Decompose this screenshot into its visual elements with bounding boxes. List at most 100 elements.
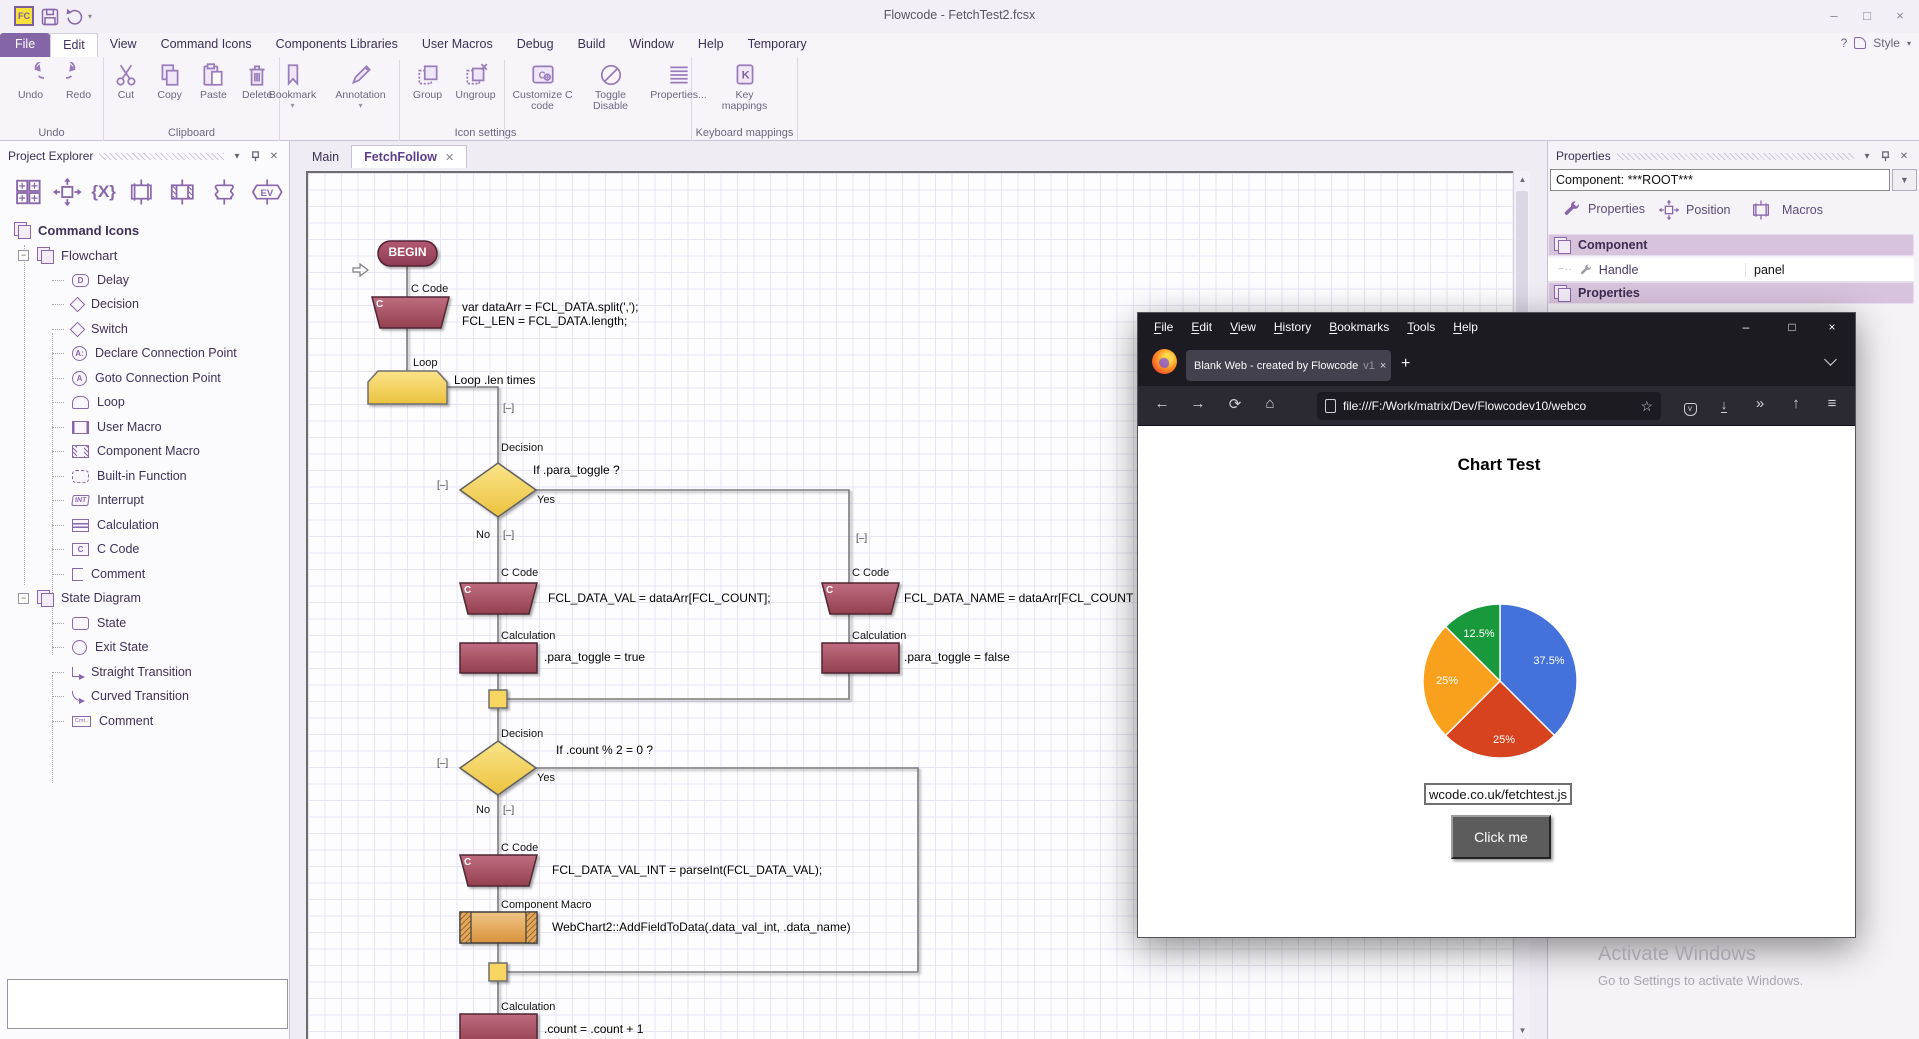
collapse-marker[interactable]: [–] <box>437 758 449 769</box>
tree-item-declare-connection-point[interactable]: A: Declare Connection Point <box>52 342 237 364</box>
click-me-button[interactable]: Click me <box>1451 815 1551 859</box>
collapse-marker[interactable]: [–] <box>503 805 515 816</box>
tree-item-state[interactable]: State <box>52 612 126 634</box>
tab-properties[interactable]: Properties <box>1562 199 1645 219</box>
browser-tab[interactable]: Blank Web - created by Flowcode v1 × <box>1186 350 1391 381</box>
style-dropdown-icon[interactable]: ▾ <box>1906 38 1911 48</box>
collapse-marker[interactable]: [–] <box>856 533 868 544</box>
panel-close-icon[interactable]: ✕ <box>1899 150 1909 162</box>
browser-menu-edit[interactable]: Edit <box>1191 320 1213 334</box>
url-bar[interactable]: file:///F:/Work/matrix/Dev/Flowcodev10/w… <box>1317 392 1661 420</box>
ccode2-code[interactable]: FCL_DATA_VAL = dataArr[FCL_COUNT]; <box>548 591 771 605</box>
bookmark-star-icon[interactable]: ☆ <box>1640 397 1653 414</box>
tree-item-curved-transition[interactable]: Curved Transition <box>52 685 189 707</box>
tree-item-calculation[interactable]: Calculation <box>52 514 159 536</box>
list-tabs-chevron-icon[interactable] <box>1824 353 1837 366</box>
tree-item-interrupt[interactable]: INT Interrupt <box>52 489 144 511</box>
menu-build[interactable]: Build <box>577 37 606 51</box>
pin-icon[interactable] <box>250 150 261 162</box>
menu-temporary[interactable]: Temporary <box>747 37 807 51</box>
calc2-text[interactable]: .para_toggle = false <box>904 650 1010 664</box>
palette-variables-icon[interactable]: {X} <box>91 182 116 201</box>
decision2-condition[interactable]: If .count % 2 = 0 ? <box>556 743 654 757</box>
tab-fetchfollow[interactable]: FetchFollow ✕ <box>351 145 468 168</box>
ungroup-button[interactable]: Ungroup <box>454 60 498 141</box>
copy-button[interactable]: Copy <box>150 60 190 141</box>
hamburger-menu-icon[interactable]: ≡ <box>1827 395 1837 412</box>
collapse-expander-icon[interactable]: − <box>18 592 29 604</box>
palette-windows-icon[interactable] <box>14 177 43 207</box>
menu-window[interactable]: Window <box>629 37 674 51</box>
bookmark-button[interactable]: Bookmark ▾ <box>261 60 325 141</box>
firefox-icon[interactable] <box>1152 349 1177 374</box>
pocket-icon[interactable]: v <box>1678 398 1702 416</box>
group-button[interactable]: Group <box>406 60 450 141</box>
calc3-text[interactable]: .count = .count + 1 <box>544 1022 644 1036</box>
tab-macros[interactable]: Macros <box>1746 199 1823 221</box>
compmacro-text[interactable]: WebChart2::AddFieldToData(.data_val_int,… <box>552 920 851 934</box>
tab-close-icon[interactable]: ✕ <box>445 151 455 164</box>
tree-item-delay[interactable]: D Delay <box>52 269 129 291</box>
panel-dropdown-icon[interactable]: ▾ <box>1864 150 1870 162</box>
menu-components-libraries[interactable]: Components Libraries <box>275 37 398 51</box>
tree-item-component-macro[interactable]: Component Macro <box>52 440 200 462</box>
maximize-button[interactable]: □ <box>1863 8 1871 23</box>
tree-item-flowchart[interactable]: − Flowchart <box>18 244 117 266</box>
collapse-marker[interactable]: [–] <box>503 530 515 541</box>
scroll-down-icon[interactable]: ▼ <box>1518 1026 1527 1035</box>
overflow-icon[interactable]: » <box>1755 395 1765 412</box>
tree-item-decision[interactable]: Decision <box>52 293 139 315</box>
palette-component-macro-icon[interactable] <box>166 177 199 207</box>
style-button[interactable]: Style <box>1873 36 1900 50</box>
reload-icon[interactable]: ⟳ <box>1228 396 1242 413</box>
tree-item-state-comment[interactable]: Cmt.. Comment <box>52 710 153 732</box>
tree-item-builtin-function[interactable]: Built-in Function <box>52 465 187 487</box>
decision1-condition[interactable]: If .para_toggle ? <box>533 463 620 477</box>
toggle-disable-button[interactable]: Toggle Disable <box>579 60 643 141</box>
menu-user-macros[interactable]: User Macros <box>421 37 493 51</box>
collapse-marker[interactable]: [–] <box>437 480 449 491</box>
share-icon[interactable]: ↑ <box>1792 395 1800 412</box>
quickbar-dropdown-icon[interactable]: ▾ <box>88 12 93 21</box>
undo-button[interactable]: Undo <box>9 60 53 141</box>
scroll-up-icon[interactable]: ▲ <box>1518 175 1527 184</box>
component-selector-dropdown-icon[interactable]: ▼ <box>1892 169 1917 191</box>
properties-button[interactable]: Properties... <box>647 60 711 141</box>
calc1-text[interactable]: .para_toggle = true <box>544 650 646 664</box>
annotation-dropdown-icon[interactable]: ▾ <box>358 101 363 110</box>
collapse-marker[interactable]: [–] <box>503 403 515 414</box>
redo-button[interactable]: Redo <box>57 60 101 141</box>
tree-item-goto-connection-point[interactable]: A Goto Connection Point <box>52 367 221 389</box>
browser-menu-tools[interactable]: Tools <box>1407 320 1436 334</box>
back-icon[interactable]: ← <box>1154 395 1170 412</box>
browser-close-button[interactable]: × <box>1828 320 1836 334</box>
redo-quick-icon[interactable] <box>64 7 84 27</box>
menu-debug[interactable]: Debug <box>516 37 554 51</box>
key-mappings-button[interactable]: K Key mappings <box>713 60 777 141</box>
tab-close-icon[interactable]: × <box>1379 359 1387 372</box>
palette-position-icon[interactable] <box>52 176 83 208</box>
delete-button[interactable]: Delete <box>237 60 277 141</box>
tree-item-straight-transition[interactable]: Straight Transition <box>52 661 192 683</box>
menu-edit[interactable]: Edit <box>50 33 98 57</box>
browser-menu-help[interactable]: Help <box>1453 320 1478 334</box>
menu-file[interactable]: File <box>0 33 51 57</box>
dock-drag-texture[interactable] <box>99 152 224 160</box>
collapse-expander-icon[interactable]: − <box>18 249 29 261</box>
download-icon[interactable]: ↓ <box>1720 397 1728 413</box>
section-component[interactable]: Component <box>1548 234 1914 256</box>
home-icon[interactable]: ⌂ <box>1265 395 1275 412</box>
browser-menu-file[interactable]: File <box>1154 320 1174 334</box>
begin-node[interactable]: BEGIN <box>388 245 427 259</box>
annotation-button[interactable]: Annotation ▾ <box>329 60 393 141</box>
ccode3-code[interactable]: FCL_DATA_NAME = dataArr[FCL_COUNT <box>904 591 1134 605</box>
tree-item-exit-state[interactable]: Exit State <box>52 636 149 658</box>
tree-item-state-diagram[interactable]: − State Diagram <box>18 587 141 609</box>
browser-maximize-button[interactable]: □ <box>1788 320 1796 334</box>
loop-text[interactable]: Loop .len times <box>454 373 536 387</box>
minimize-button[interactable]: – <box>1830 8 1838 23</box>
browser-menu-history[interactable]: History <box>1273 320 1312 334</box>
browser-menu-bookmarks[interactable]: Bookmarks <box>1329 320 1390 334</box>
menu-command-icons[interactable]: Command Icons <box>160 37 252 51</box>
